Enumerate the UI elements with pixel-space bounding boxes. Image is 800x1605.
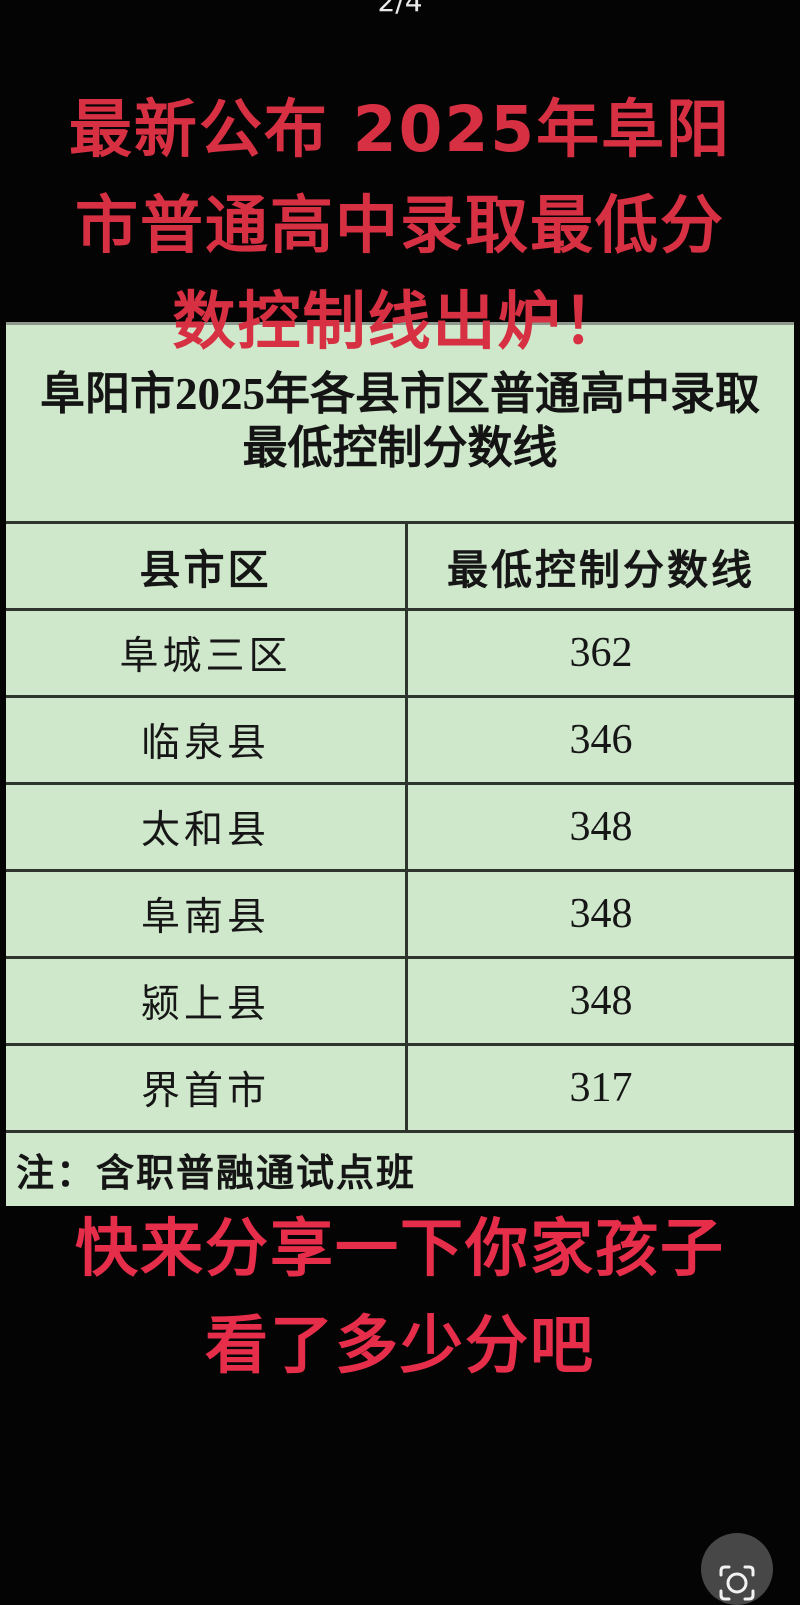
header-district: 县市区 — [139, 546, 272, 594]
panel-title-line-2: 最低控制分数线 — [242, 423, 558, 473]
table-row: 阜城三区 362 — [6, 611, 794, 698]
district-cell: 太和县 — [140, 809, 270, 852]
cta-line-2: 看了多少分吧 — [205, 1309, 595, 1382]
district-cell: 临泉县 — [140, 722, 270, 765]
table-row: 阜南县 348 — [6, 872, 794, 959]
score-cell: 348 — [405, 872, 794, 956]
headline-banner: 最新公布 2025年阜阳 市普通高中录取最低分 数控制线出炉！ — [0, 82, 800, 370]
score-cell: 362 — [405, 611, 794, 695]
image-scan-button[interactable] — [701, 1533, 773, 1605]
score-cell: 317 — [405, 1046, 794, 1130]
score-cell: 348 — [405, 959, 794, 1043]
district-cell: 阜城三区 — [119, 635, 292, 678]
panel-title: 阜阳市2025年各县市区普通高中录取 最低控制分数线 — [6, 367, 794, 475]
table-header-row: 县市区 最低控制分数线 — [6, 524, 794, 611]
table-row: 颍上县 348 — [6, 959, 794, 1046]
headline-line-2: 市普通高中录取最低分 — [75, 189, 725, 262]
score-table: 县市区 最低控制分数线 阜城三区 362 临泉县 346 太和县 348 阜南县… — [6, 521, 794, 1133]
score-cell: 346 — [405, 698, 794, 782]
district-cell: 颍上县 — [140, 983, 270, 1026]
district-cell: 阜南县 — [140, 896, 270, 939]
score-cell: 348 — [405, 785, 794, 869]
cta-banner: 快来分享一下你家孩子 看了多少分吧 — [0, 1200, 800, 1394]
announcement-panel: 阜阳市2025年各县市区普通高中录取 最低控制分数线 县市区 最低控制分数线 阜… — [6, 322, 794, 1206]
cta-line-1: 快来分享一下你家孩子 — [75, 1212, 725, 1285]
table-footnote: 注：含职普融通试点班 — [16, 1153, 417, 1195]
header-score: 最低控制分数线 — [405, 524, 794, 608]
headline-line-3: 数控制线出炉！ — [172, 285, 628, 358]
headline-line-1: 最新公布 2025年阜阳 — [68, 93, 732, 166]
page-indicator: 2/4 — [377, 0, 423, 18]
table-row: 太和县 348 — [6, 785, 794, 872]
district-cell: 界首市 — [140, 1070, 270, 1113]
panel-title-line-1: 阜阳市2025年各县市区普通高中录取 — [39, 369, 760, 419]
table-row: 临泉县 346 — [6, 698, 794, 785]
table-row: 界首市 317 — [6, 1046, 794, 1133]
image-scan-icon — [716, 1534, 758, 1604]
